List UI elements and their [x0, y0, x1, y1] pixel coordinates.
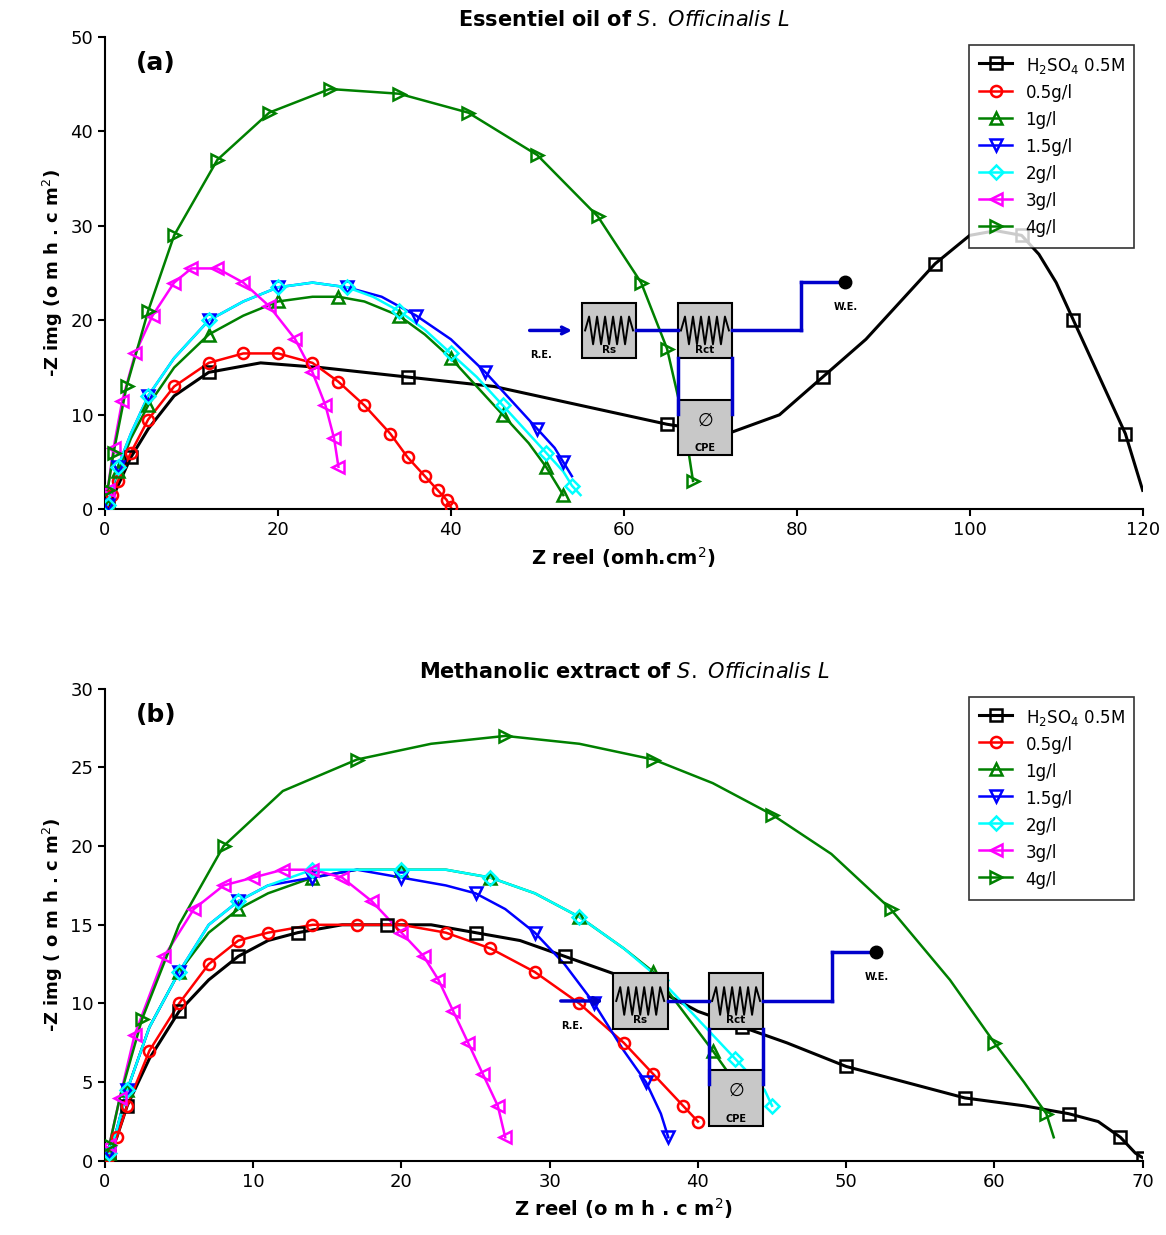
Y-axis label: -Z img ( o m h . c m$^{2}$): -Z img ( o m h . c m$^{2}$): [41, 818, 64, 1032]
X-axis label: Z reel (o m h . c m$^{2}$): Z reel (o m h . c m$^{2}$): [514, 1197, 733, 1221]
Legend: H$_2$SO$_4$ 0.5M, 0.5g/l, 1g/l, 1.5g/l, 2g/l, 3g/l, 4g/l: H$_2$SO$_4$ 0.5M, 0.5g/l, 1g/l, 1.5g/l, …: [969, 46, 1135, 248]
Title: $\mathbf{Essentiel\ oil\ of\ }$$\mathbf{\it{S.\ Officinalis\ L}}$: $\mathbf{Essentiel\ oil\ of\ }$$\mathbf{…: [458, 10, 789, 30]
Text: (b): (b): [136, 703, 177, 727]
X-axis label: Z reel (omh.cm$^{2}$): Z reel (omh.cm$^{2}$): [532, 545, 716, 569]
Legend: H$_2$SO$_4$ 0.5M, 0.5g/l, 1g/l, 1.5g/l, 2g/l, 3g/l, 4g/l: H$_2$SO$_4$ 0.5M, 0.5g/l, 1g/l, 1.5g/l, …: [969, 697, 1135, 899]
Text: (a): (a): [136, 51, 176, 75]
Y-axis label: -Z img (o m h . c m$^{2}$): -Z img (o m h . c m$^{2}$): [41, 169, 65, 377]
Title: $\mathbf{Methanolic\ extract\ of\ }$$\mathbf{\it{S.\ Officinalis\ L}}$: $\mathbf{Methanolic\ extract\ of\ }$$\ma…: [419, 662, 829, 682]
